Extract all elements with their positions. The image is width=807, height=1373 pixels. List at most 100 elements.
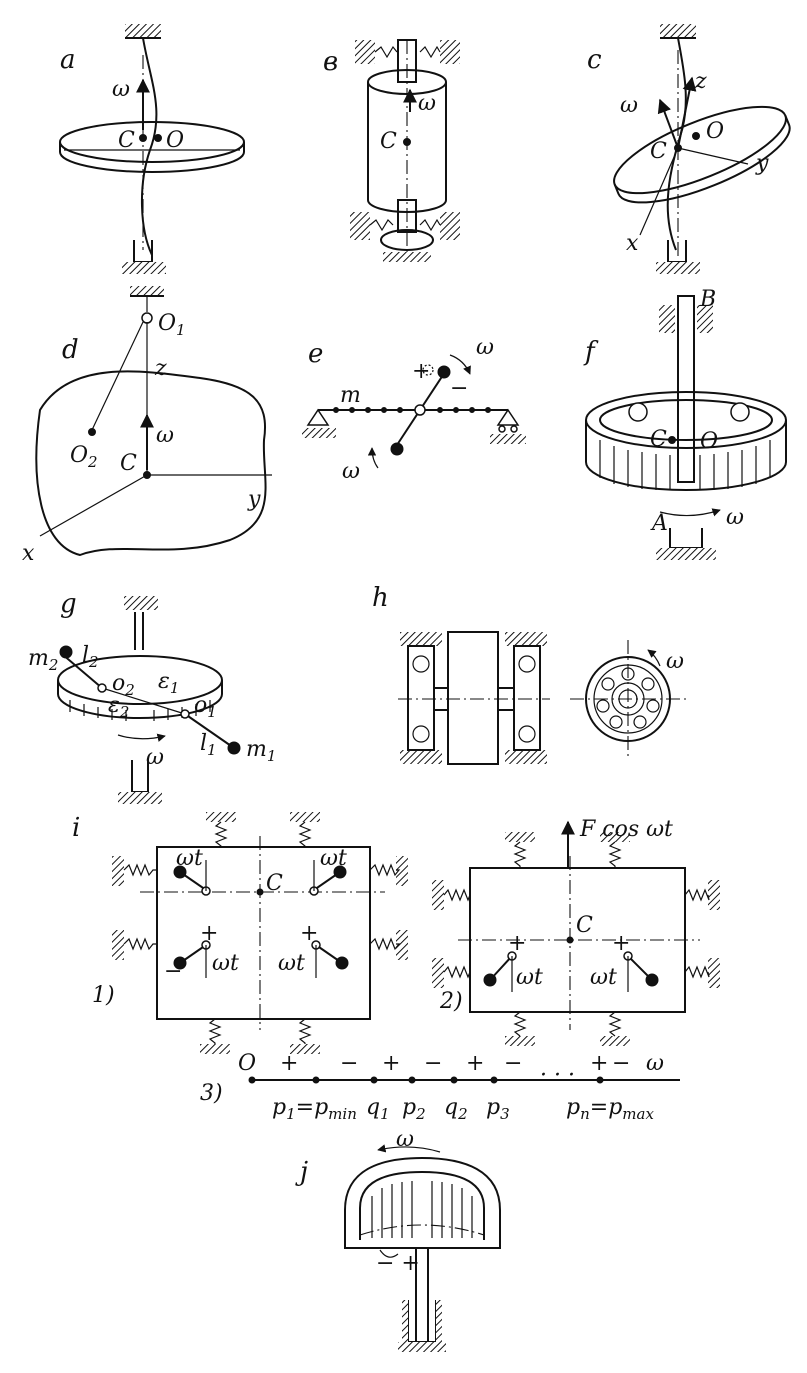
o2-label: O2 [70, 443, 98, 471]
plus-4: + [612, 931, 630, 956]
eps2-label: ε2 [108, 693, 129, 721]
bearing-left [407, 645, 435, 751]
plus-3: + [508, 931, 526, 956]
omega-label: ω [156, 423, 174, 448]
panel-d: d O1 O2 z ω C y x [22, 286, 272, 566]
o-label: O [166, 128, 184, 153]
panel-g: g m2 l2 o2 ε1 o1 ε2 l1 m1 ω [28, 589, 276, 804]
center-c [403, 138, 411, 146]
ball-right [730, 402, 750, 422]
sub1-label: 1) [92, 983, 115, 1008]
tick-q2: q2 [444, 1095, 468, 1123]
panel-i-label: i [72, 813, 80, 843]
x-label: x [626, 231, 639, 256]
omega-label: ω [146, 745, 164, 770]
omega-label: ω [112, 77, 130, 102]
tick-p1: p1=pmin [272, 1095, 357, 1123]
hatch-bottom-right [440, 212, 460, 240]
sign-3: − [424, 1051, 442, 1076]
omega-label: ω [396, 1127, 414, 1152]
tick-q1: q1 [366, 1095, 390, 1123]
panel-a-label: a [60, 45, 76, 75]
force-label: F cos ωt [579, 817, 673, 842]
omega-label: ω [666, 649, 684, 674]
ball-left [628, 402, 648, 422]
omega-label: ω [418, 91, 436, 116]
omega-t-1: ωt [176, 846, 203, 871]
l2-label: l2 [82, 643, 99, 671]
sign-7: − [612, 1051, 630, 1076]
c-label: C [380, 129, 397, 154]
panel-e-label: e [308, 339, 323, 369]
z-label: z [154, 356, 167, 381]
c-label: C [650, 427, 667, 452]
subfigure-1: ωt ωt ωt + − ωt + C 1) [92, 812, 408, 1054]
point-o2 [88, 428, 96, 436]
x-label: x [22, 541, 35, 566]
panel-c-label: c [587, 45, 602, 75]
panel-b-label: в [323, 47, 338, 77]
omega-t-3: ωt [212, 951, 239, 976]
sign-1: − [340, 1051, 358, 1076]
sign-6: + [590, 1051, 608, 1076]
arm-l1 [184, 713, 235, 749]
sign-0: + [280, 1051, 298, 1076]
omega-t-4: ωt [278, 951, 305, 976]
plus-2: + [300, 921, 318, 946]
sign-4: + [466, 1051, 484, 1076]
beam-masses [333, 407, 491, 413]
panel-i: i ωt [72, 812, 720, 1123]
panel-j: j ω − + [295, 1127, 501, 1352]
hatch-top-right [440, 40, 460, 64]
frame-1 [156, 846, 371, 1020]
plus-sign: + [412, 359, 430, 384]
omega-label: ω [726, 505, 744, 530]
panel-c: c z ω C O y x [587, 24, 791, 274]
center-c [139, 134, 147, 142]
subfigure-3-axis: 3) O ω + − + − + − + − · · · p1=pmin q1 … [200, 1051, 680, 1123]
rotor [447, 631, 499, 765]
omega-t-6: ωt [590, 965, 617, 990]
z-axis [677, 76, 697, 149]
axis-dots: · · · [540, 1063, 575, 1088]
o1-label: o1 [194, 693, 217, 721]
z-label: z [694, 69, 707, 94]
ring-inner [599, 399, 773, 441]
c-label: C [650, 139, 667, 164]
panel-g-label: g [60, 589, 77, 619]
omega-t-5: ωt [516, 965, 543, 990]
tick-pn: pn=pmax [566, 1095, 654, 1123]
panel-j-label: j [295, 1157, 308, 1187]
eps1-label: ε1 [158, 669, 179, 697]
fluid-hatching [371, 1181, 473, 1238]
x-axis [39, 474, 148, 537]
sub3-label: 3) [200, 1081, 223, 1106]
bearing-right [513, 645, 541, 751]
o1-label: O1 [158, 311, 186, 339]
hatch-bottom [122, 262, 166, 274]
sign-2: + [382, 1051, 400, 1076]
panel-e: e m + − ω ω [302, 335, 526, 484]
sign-5: − [504, 1051, 522, 1076]
arm-l2 [61, 653, 103, 689]
b-label: B [699, 287, 716, 312]
hatch-top-left [355, 40, 375, 64]
panel-h-label: h [372, 583, 389, 613]
a-label: A [650, 511, 668, 536]
panel-a: a ω C O [59, 24, 245, 274]
rigid-body-outline [35, 370, 267, 557]
omega-bottom-label: ω [342, 459, 360, 484]
axle [414, 404, 426, 416]
panel-b: в ω C [323, 39, 460, 262]
m2-label: m2 [28, 646, 58, 674]
m-label: m [340, 383, 361, 408]
x-axis [639, 147, 679, 236]
o-label: O [706, 119, 724, 144]
pivot-o1 [141, 312, 153, 324]
c-label-2: C [576, 913, 593, 938]
hatch-bottom-left [350, 212, 370, 240]
bottom-pivot [380, 229, 434, 251]
plus-1: + [200, 921, 218, 946]
omega-t-2: ωt [320, 846, 347, 871]
